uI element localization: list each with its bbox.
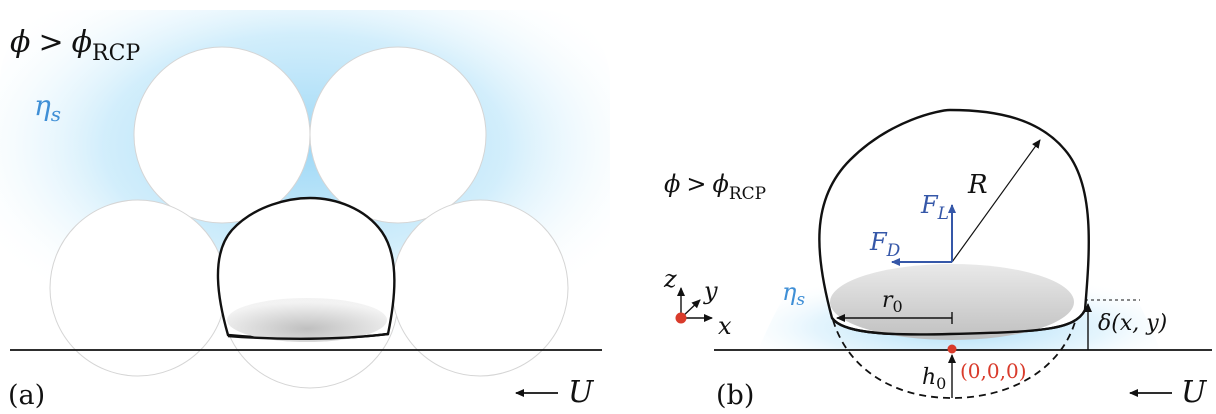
phi-rcp-label-b: ϕ > ϕRCP — [664, 170, 766, 204]
x-axis-label: x — [718, 312, 732, 340]
axes-origin-marker — [675, 312, 687, 324]
drag-force-label: FD — [869, 228, 901, 261]
panel-a: ϕ > ϕRCP ηs (a) U — [0, 10, 610, 411]
contact-patch-b — [830, 264, 1074, 340]
contact-base-a — [227, 332, 389, 340]
velocity-label-a: U — [568, 375, 595, 410]
panel-a-label: (a) — [8, 380, 45, 411]
origin-label: (0,0,0) — [960, 359, 1027, 383]
eta-s-label-a: ηs — [34, 89, 61, 126]
deformation-label: δ(x, y) — [1098, 311, 1167, 336]
panel-b-label: (b) — [716, 380, 754, 411]
velocity-label-b: U — [1181, 375, 1208, 410]
particle-top-left — [133, 46, 311, 224]
gap-label: h0 — [922, 365, 946, 393]
particle-top-right — [309, 46, 487, 224]
origin-marker — [947, 344, 957, 354]
y-axis-label: y — [703, 277, 718, 305]
contact-base-b — [831, 309, 1087, 336]
z-axis-label: z — [663, 265, 677, 293]
phi-rcp-label-a: ϕ > ϕRCP — [10, 25, 140, 66]
radius-label: R — [967, 170, 988, 200]
panel-b: ϕ > ϕRCP ηs R FL FD r0 δ(x, y) h0 (0,0,0) … — [663, 108, 1212, 411]
lift-force-label: FL — [920, 191, 949, 224]
eta-s-label-b: ηs — [782, 278, 805, 310]
contact-patch-a — [227, 298, 387, 342]
contact-radius-label: r0 — [882, 288, 903, 316]
radius-arrow — [951, 139, 1041, 263]
